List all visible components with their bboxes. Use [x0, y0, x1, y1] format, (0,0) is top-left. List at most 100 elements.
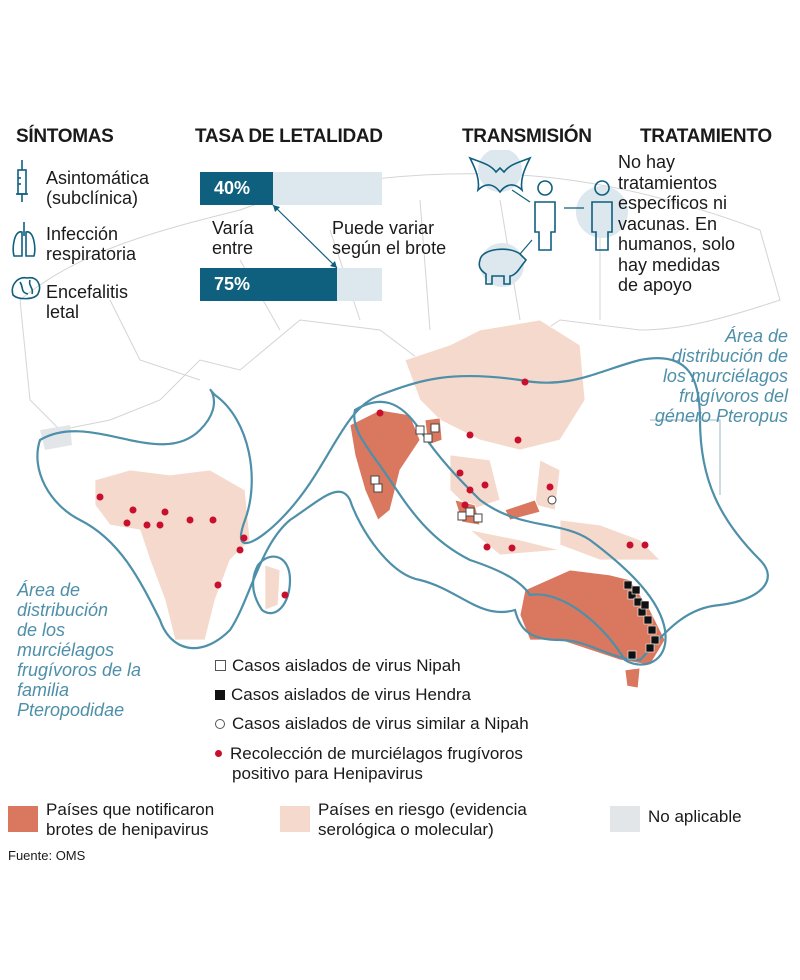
bat-positive-dot [466, 486, 474, 494]
bat-positive-dot [508, 544, 516, 552]
bat-positive-dot [214, 581, 222, 589]
lethality-heading: TASA DE LETALIDAD [195, 126, 383, 147]
bat-positive-dot [186, 516, 194, 524]
bat-positive-dot [156, 521, 164, 529]
symptom-asymptomatic: Asintomática (subclínica) [46, 168, 150, 208]
world-map [19, 173, 781, 689]
range-arrow [272, 204, 338, 269]
distribution-outlines [36, 357, 769, 666]
bat-positive-dot [483, 543, 491, 551]
bat-icon [468, 156, 532, 194]
text-line: humanos, solo [618, 234, 736, 254]
text-line: No hay [618, 152, 676, 172]
text-line: específicos ni [618, 193, 728, 213]
text-line: familia [17, 680, 70, 700]
person-icon [591, 180, 613, 251]
symptom-respiratory: Infección respiratoria [46, 224, 137, 264]
bat-positive-dot [129, 506, 137, 514]
text-line: Pteropodidae [17, 700, 125, 720]
hendra-case-marker [631, 585, 641, 595]
pteropus-outline [353, 400, 667, 666]
lethality-max-bar: 75% [200, 268, 382, 301]
hendra-case-marker [643, 615, 653, 625]
hendra-case-marker [645, 643, 655, 653]
brain-icon [11, 276, 41, 300]
legend-hendra: Casos aislados de virus Hendra [215, 685, 471, 705]
pteropodidae-area-label: Área de distribución de los murciélagos frug… [17, 580, 141, 720]
pig-icon [478, 248, 528, 285]
person-icon [534, 180, 556, 251]
hendra-case-marker [650, 635, 660, 645]
symptom-icons [11, 160, 41, 300]
bat-positive-dot [161, 508, 169, 516]
bat-positive-dot [96, 493, 104, 501]
nipah-case-marker [373, 483, 383, 493]
nipah-like-case-marker [547, 495, 557, 505]
nipah-case-marker [430, 423, 440, 433]
legend-risk: Países en riesgo (evidencia serológica o … [318, 800, 527, 839]
text-line: Área de [724, 326, 788, 346]
hendra-case-marker [647, 625, 657, 635]
lungs-icon [12, 222, 36, 257]
nipah-case-marker [457, 511, 467, 521]
text-line: género Pteropus [654, 406, 788, 426]
text-line: de los [17, 620, 66, 640]
hendra-case-marker [627, 650, 637, 660]
transmission-heading: TRANSMISIÓN [462, 126, 592, 147]
treatment-heading: TRATAMIENTO [640, 126, 772, 147]
bat-positive-dot [281, 591, 289, 599]
text-line: frugívoros de la [17, 660, 142, 680]
legend-swatch-risk [280, 806, 310, 832]
legend-swatch-na [610, 806, 640, 832]
bat-positive-dot [456, 469, 464, 477]
nipah-case-marker [473, 513, 483, 523]
symptoms-heading: SÍNTOMAS [16, 126, 114, 147]
pteropus-area-label: Área de distribución de los murciélagos fru… [655, 326, 788, 426]
bat-positive-dot [209, 516, 217, 524]
treatment-text: No hay tratamientos específicos ni vacunas.… [618, 152, 735, 296]
bat-positive-dot [514, 436, 522, 444]
text-line: Área de [17, 580, 81, 600]
transmission-diagram [468, 150, 628, 287]
nipah-case-marker [370, 475, 380, 485]
text-line: hay medidas [618, 254, 721, 275]
bat-positive-dot [143, 521, 151, 529]
text-line: distribución de [671, 346, 788, 366]
legend-swatch-outbreak [8, 806, 38, 832]
legend-nipah: Casos aislados de virus Nipah [215, 656, 461, 676]
transmission-arrows [511, 189, 584, 255]
bat-positive-dot [481, 481, 489, 489]
text-line: de apoyo [618, 275, 693, 295]
text-line: murciélagos [17, 640, 115, 660]
source: Fuente: OMS [8, 848, 86, 863]
lethality-min-bar: 40% [200, 172, 382, 205]
syringe-icon [16, 160, 28, 202]
bat-positive-dot [461, 501, 469, 509]
hendra-case-marker [640, 600, 650, 610]
bat-positive-dot [376, 409, 384, 417]
text-line: distribución [17, 600, 109, 620]
nipah-case-marker [423, 433, 433, 443]
text-line: los murciélagos [662, 366, 788, 386]
bat-positive-dot [123, 519, 131, 527]
bat-positive-dot [521, 378, 529, 386]
nipah-case-marker [465, 507, 475, 517]
bat-positive-dot [641, 541, 649, 549]
bat-positive-dot [466, 431, 474, 439]
bat-positive-dot [626, 541, 634, 549]
bat-positive-dot [240, 534, 248, 542]
text-line: frugívoros del [678, 386, 788, 406]
nipah-case-marker [415, 425, 425, 435]
pteropodidae-outline [36, 357, 769, 662]
outbreak-note: Puede variar según el brote [332, 218, 447, 258]
symptom-encephalitis: Encefalitis letal [46, 282, 129, 322]
text-line: vacunas. En [618, 213, 718, 234]
hendra-case-marker [623, 580, 633, 590]
bat-positive-dot [236, 546, 244, 554]
varies-text: Varía entre [212, 218, 254, 258]
bat-positive-dot [546, 483, 554, 491]
legend-na: No aplicable [648, 807, 742, 826]
madagascar-outline [252, 555, 292, 615]
text-line: tratamientos [618, 172, 718, 193]
legend-nipah-like: Casos aislados de virus similar a Nipah [215, 714, 529, 734]
